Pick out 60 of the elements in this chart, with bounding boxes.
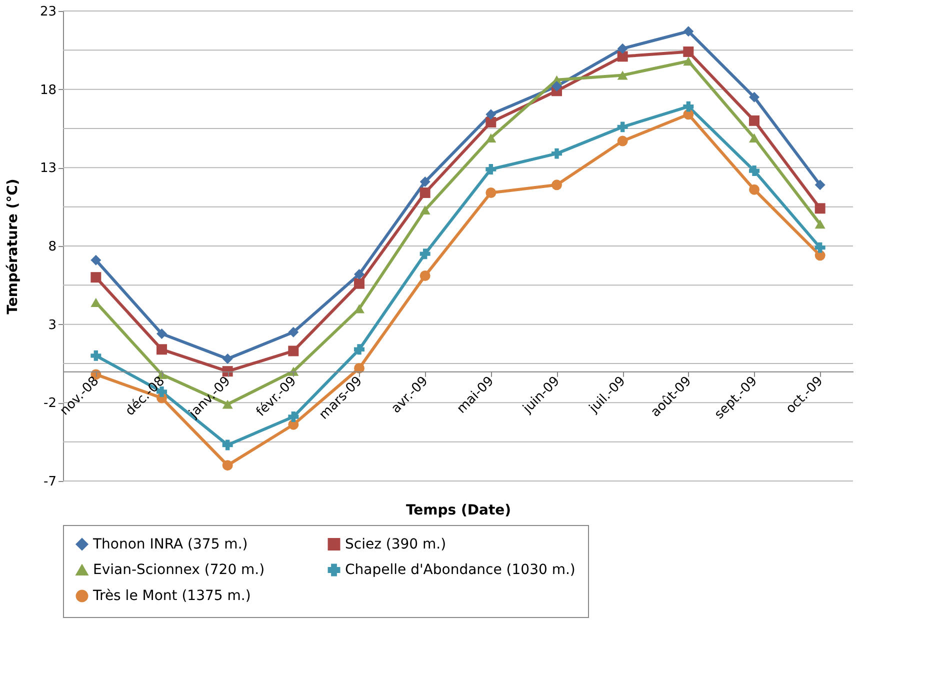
point [90, 350, 102, 361]
point [552, 180, 562, 190]
point [420, 270, 430, 281]
point [288, 346, 299, 356]
point [222, 440, 233, 450]
point [420, 248, 430, 260]
y-tick-label: 8 [48, 240, 56, 254]
legend-label: Chapelle d'Abondance (1030 m.) [345, 562, 576, 578]
point [683, 26, 694, 37]
point [486, 133, 496, 142]
point [814, 220, 826, 229]
point [749, 166, 760, 176]
point [486, 164, 496, 174]
point [552, 148, 562, 159]
point [354, 344, 364, 355]
legend-label: Thonon INRA (375 m.) [92, 536, 248, 552]
point [90, 298, 102, 307]
point [420, 187, 430, 198]
point [683, 46, 694, 57]
point [683, 56, 694, 66]
y-axis-title: Température (°C) [4, 178, 21, 314]
y-tick-label: -7 [44, 474, 56, 490]
y-tick-label: 3 [48, 318, 56, 333]
point [420, 205, 430, 215]
point [222, 460, 233, 471]
point [617, 122, 628, 132]
point [420, 176, 430, 188]
y-tick-label: 23 [40, 4, 56, 20]
point [156, 344, 167, 355]
point [749, 115, 760, 126]
point [354, 278, 364, 289]
point [222, 354, 233, 364]
point [486, 188, 496, 198]
point [749, 92, 760, 102]
point [814, 242, 826, 253]
point [156, 328, 167, 339]
point [749, 133, 760, 142]
point [90, 254, 102, 266]
point [749, 184, 760, 195]
point [617, 136, 628, 146]
point [552, 80, 562, 92]
point [288, 326, 299, 338]
point [354, 268, 364, 280]
legend-label: Evian-Scionnex (720 m.) [93, 562, 265, 578]
legend-label: Très le Mont (1375 m.) [92, 588, 251, 604]
x-axis-title: Temps (Date) [406, 502, 512, 518]
y-tick-label: 18 [40, 82, 56, 98]
point [486, 116, 496, 128]
point [617, 70, 628, 80]
point [90, 272, 102, 283]
point [814, 203, 826, 214]
point [617, 51, 628, 62]
y-tick-label: -2 [44, 396, 56, 412]
point [354, 304, 364, 314]
point [617, 43, 628, 54]
y-tick-label: 13 [40, 161, 56, 176]
point [683, 101, 694, 112]
point [486, 109, 496, 120]
legend-label: Sciez (390 m.) [345, 536, 446, 552]
point [814, 180, 826, 190]
